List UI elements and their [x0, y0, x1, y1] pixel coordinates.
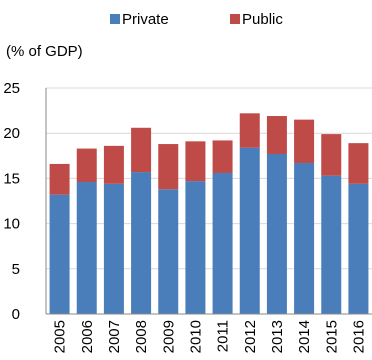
- bar-public-2006: [76, 148, 97, 183]
- x-tick-label: 2016: [350, 320, 367, 353]
- bar-private-2011: [212, 172, 233, 314]
- bar-private-2006: [76, 182, 97, 314]
- y-tick-label: 0: [12, 306, 20, 323]
- x-tick-label: 2011: [215, 320, 232, 352]
- x-tick-label: 2012: [242, 320, 259, 353]
- x-tick-label: 2015: [323, 320, 340, 353]
- x-tick-label: 2006: [79, 320, 96, 353]
- y-axis-ticks: 0 5 10 15 20 25: [3, 80, 20, 323]
- y-tick-label: 10: [3, 216, 20, 233]
- legend: Private Public: [110, 11, 283, 28]
- bar-public-2008: [131, 127, 152, 173]
- x-tick-label: 2014: [296, 320, 313, 353]
- bar-private-2012: [239, 147, 260, 314]
- y-tick-label: 15: [3, 170, 20, 187]
- y-tick-label: 20: [3, 125, 20, 142]
- bar-private-2010: [185, 181, 206, 314]
- bars: [49, 113, 369, 314]
- bar-public-2016: [348, 143, 369, 184]
- bar-private-2013: [266, 153, 287, 314]
- x-axis-ticks: 2005 2006 2007 2008 2009 2010 2011 2012 2013 2014…: [52, 320, 368, 353]
- unit-label: (% of GDP): [6, 43, 83, 60]
- bar-public-2011: [212, 140, 233, 173]
- bar-public-2015: [321, 134, 342, 176]
- bar-public-2005: [49, 163, 70, 195]
- bar-private-2009: [158, 189, 179, 314]
- bar-private-2008: [131, 172, 152, 314]
- x-tick-label: 2009: [160, 320, 177, 353]
- bar-public-2009: [158, 144, 179, 190]
- bar-public-2014: [294, 119, 315, 164]
- legend-label-private: Private: [122, 11, 169, 28]
- gridlines: [46, 87, 372, 270]
- legend-swatch-private: [110, 14, 120, 24]
- bar-private-2007: [103, 183, 124, 314]
- bar-private-2014: [294, 163, 315, 314]
- x-tick-label: 2010: [187, 320, 204, 353]
- bar-private-2016: [348, 183, 369, 314]
- x-tick-label: 2008: [133, 320, 150, 353]
- bar-public-2007: [103, 145, 124, 184]
- bar-private-2005: [49, 194, 70, 314]
- legend-label-public: Public: [242, 11, 283, 28]
- bar-private-2015: [321, 175, 342, 314]
- x-tick-label: 2007: [106, 320, 123, 353]
- legend-swatch-public: [230, 14, 240, 24]
- bar-public-2013: [266, 116, 287, 154]
- bar-public-2012: [239, 113, 260, 148]
- y-tick-label: 5: [12, 261, 20, 278]
- x-tick-label: 2013: [269, 320, 286, 353]
- bar-public-2010: [185, 141, 206, 182]
- x-tick-label: 2005: [52, 320, 69, 353]
- y-tick-label: 25: [3, 80, 20, 97]
